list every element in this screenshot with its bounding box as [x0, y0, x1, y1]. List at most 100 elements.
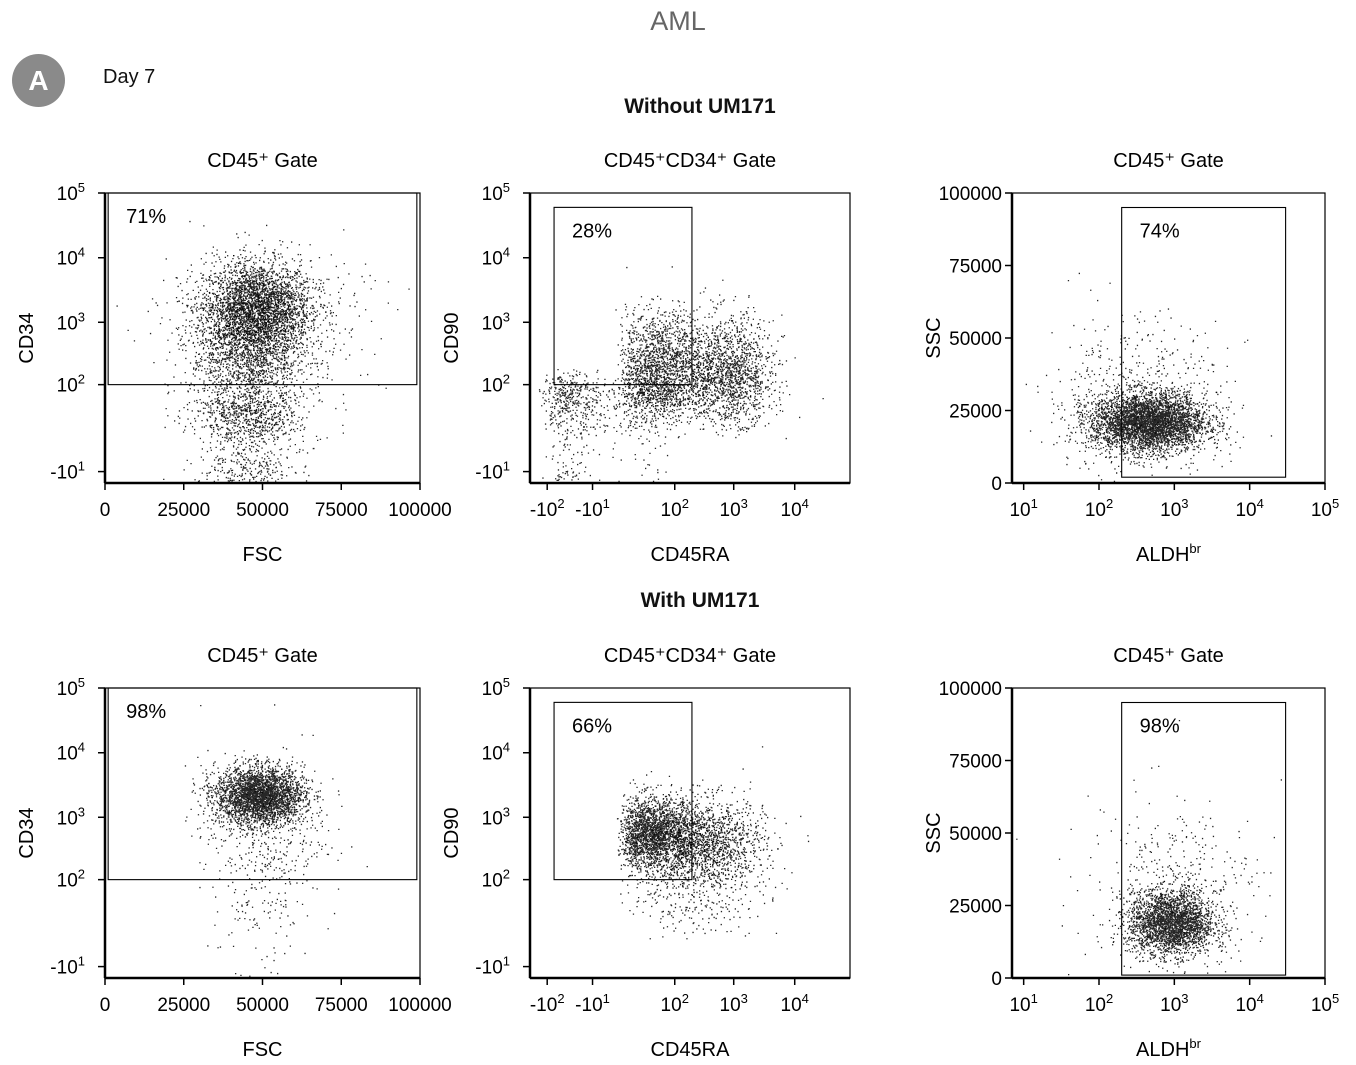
- plot-r2c2-cluster-2: [636, 746, 810, 905]
- plot-r1c3-gate-percent: 74%: [1140, 221, 1180, 243]
- plot-r1c2-x-tick-label-4: 103: [720, 496, 748, 521]
- plot-r2c3: CD45⁺ Gate 98% 101 102 103 104 105 0 25000 50000 7…: [923, 645, 1339, 1061]
- plot-r2c1-y-tick-label-4: 104: [57, 740, 85, 765]
- plot-r1c3-gate: [1121, 206, 1287, 478]
- plot-r1c1-x-tick-label-5: 100000: [388, 500, 451, 521]
- plot-r2c3-gate: [1121, 701, 1287, 976]
- plot-r1c1-x-tick-label-1: 0: [100, 500, 111, 521]
- plot-r2c2-x-tick-label-4: 103: [720, 991, 748, 1016]
- plot-r2c1: CD45⁺ Gate 98% 0 25000 50000 75000 100000 -101 1…: [16, 645, 452, 1061]
- plot-r1c2-y-tick-label-2: 102: [482, 372, 510, 397]
- plot-r2c2-points: [616, 746, 810, 940]
- plot-r1c3-cluster-2: [1025, 272, 1249, 483]
- plot-r1c1-cluster-3: [163, 387, 344, 483]
- plot-r1c1-x-tick-label-4: 75000: [315, 500, 368, 521]
- plot-r2c3-y-tick-label-3: 50000: [949, 824, 1002, 845]
- plot-r1c3-x-tick-label-2: 102: [1085, 496, 1113, 521]
- plot-r1c3-x-tick-label-4: 104: [1235, 496, 1263, 521]
- plot-r1c1-points: [116, 214, 410, 483]
- plot-r1c2-x-tick-label-2: -101: [575, 496, 610, 521]
- plot-r2c2-x-tick-label-1: -102: [530, 991, 565, 1016]
- plot-r2c1-x-tick-label-2: 25000: [157, 995, 210, 1016]
- plot-r2c3-y-axis-label: SSC: [923, 812, 945, 853]
- plot-r2c2-x-tick-label-2: -101: [575, 991, 610, 1016]
- plot-r1c1-y-tick-label-1: -101: [50, 459, 85, 484]
- plot-r2c1-y-axis-label: CD34: [16, 807, 38, 858]
- plot-r1c3-title: CD45⁺ Gate: [1113, 150, 1224, 172]
- plot-r2c3-title: CD45⁺ Gate: [1113, 645, 1224, 667]
- plot-r2c2-y-axis-label: CD90: [441, 807, 463, 858]
- plot-r2c1-x-tick-label-1: 0: [100, 995, 111, 1016]
- plot-r2c3-gate-percent: 98%: [1140, 716, 1180, 738]
- plot-r2c1-frame: [104, 687, 421, 979]
- plot-r1c3-x-tick-label-5: 105: [1311, 496, 1339, 521]
- plot-r1c1-title: CD45⁺ Gate: [207, 150, 318, 172]
- plot-r1c2-cluster-2: [673, 279, 824, 440]
- plot-r2c1-gate: [107, 687, 418, 881]
- plot-r1c1-y-tick-label-4: 104: [57, 245, 85, 270]
- plot-r2c2: CD45⁺CD34⁺ Gate 66% -102 -101 102 103 104 -101 1…: [441, 645, 851, 1061]
- plot-r1c1-gate-percent: 71%: [126, 206, 166, 228]
- plot-r1c1-x-tick-label-3: 50000: [236, 500, 289, 521]
- plot-r1c2-y-tick-label-1: -101: [475, 459, 510, 484]
- plot-r2c3-y-tick-label-4: 75000: [949, 752, 1002, 773]
- plot-r2c3-x-tick-label-3: 103: [1160, 991, 1188, 1016]
- plot-r2c3-y-tick-label-5: 100000: [939, 679, 1002, 700]
- plot-r1c1-gate: [107, 192, 418, 386]
- plot-r1c1-x-axis-label: FSC: [243, 544, 283, 566]
- plot-r2c1-y-tick-label-1: -101: [50, 954, 85, 979]
- plot-r2c1-y-tick-label-3: 103: [57, 804, 85, 829]
- plot-r2c3-x-tick-label-4: 104: [1235, 991, 1263, 1016]
- plot-r2c1-x-tick-label-5: 100000: [388, 995, 451, 1016]
- plot-r1c1-y-tick-label-5: 105: [57, 180, 85, 205]
- plot-r1c3-points: [1025, 272, 1273, 483]
- plot-r2c2-x-axis-label: CD45RA: [651, 1039, 731, 1061]
- plot-r1c1-y-tick-label-2: 102: [57, 372, 85, 397]
- plot-r2c3-x-tick-label-2: 102: [1085, 991, 1113, 1016]
- plot-r2c2-y-tick-label-2: 102: [482, 867, 510, 892]
- plot-r1c3: CD45⁺ Gate 74% 101 102 103 104 105 0 25000 50000 7…: [923, 150, 1339, 566]
- plot-r1c3-x-tick-label-1: 101: [1009, 496, 1037, 521]
- plot-r1c3-x-axis-label: ALDHbr: [1136, 541, 1202, 566]
- plot-r2c1-points: [184, 704, 368, 977]
- plot-r1c1-cluster-1: [155, 224, 346, 395]
- plot-r2c2-gate-percent: 66%: [572, 715, 612, 737]
- figure-title: AML: [650, 6, 706, 36]
- plot-r2c2-y-tick-label-1: -101: [475, 954, 510, 979]
- plot-r1c2-title: CD45⁺CD34⁺ Gate: [604, 150, 776, 172]
- plot-r2c2-x-tick-label-3: 102: [661, 991, 689, 1016]
- timepoint-label: Day 7: [103, 66, 156, 88]
- plot-r1c2: CD45⁺CD34⁺ Gate 28% -102 -101 102 103 104 -101 1…: [441, 150, 851, 566]
- plot-r2c2-cluster-1: [616, 774, 755, 893]
- plot-r1c3-y-tick-label-1: 0: [991, 474, 1002, 495]
- plot-r2c1-gate-percent: 98%: [126, 701, 166, 723]
- plot-r1c2-cluster-1: [615, 266, 752, 439]
- plot-r1c1-y-tick-label-3: 103: [57, 309, 85, 334]
- panel-label-badge: A: [12, 54, 65, 107]
- plot-r1c1-cluster-2: [159, 236, 380, 444]
- row-label-without-um171: Without UM171: [624, 95, 776, 118]
- plot-r2c2-y-tick-label-5: 105: [482, 675, 510, 700]
- plot-r1c1-x-tick-label-2: 25000: [157, 500, 210, 521]
- plot-r1c2-gate: [553, 206, 693, 386]
- plot-r2c1-y-tick-label-5: 105: [57, 675, 85, 700]
- plot-r2c2-y-tick-label-3: 103: [482, 804, 510, 829]
- plot-r1c3-y-axis-label: SSC: [923, 317, 945, 358]
- plot-r1c2-points: [538, 266, 824, 483]
- row-label-with-um171: With UM171: [640, 589, 760, 612]
- plot-r2c2-y-tick-label-4: 104: [482, 740, 510, 765]
- plot-r1c2-x-tick-label-1: -102: [530, 496, 565, 521]
- plot-r1c2-y-axis-label: CD90: [441, 312, 463, 363]
- plot-r2c3-cluster-2: [1089, 779, 1275, 974]
- plot-r1c2-y-tick-label-4: 104: [482, 245, 510, 270]
- plot-r1c2-gate-percent: 28%: [572, 220, 612, 242]
- plot-r1c3-y-tick-label-2: 25000: [949, 402, 1002, 423]
- plot-r2c3-x-tick-label-1: 101: [1009, 991, 1037, 1016]
- plot-r2c3-y-tick-label-1: 0: [991, 969, 1002, 990]
- plot-r1c3-y-tick-label-5: 100000: [939, 184, 1002, 205]
- plot-r1c3-x-tick-label-3: 103: [1160, 496, 1188, 521]
- plot-r1c1: CD45⁺ Gate 71% 0 25000 50000 75000 100000 -101 1…: [16, 150, 452, 566]
- plot-r1c2-x-axis-label: CD45RA: [651, 544, 731, 566]
- plot-r1c2-y-tick-label-5: 105: [482, 180, 510, 205]
